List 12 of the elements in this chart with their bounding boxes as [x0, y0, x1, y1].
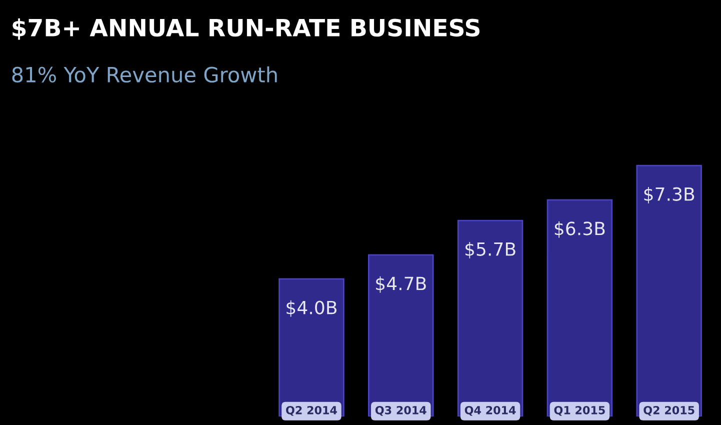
- data-label: $4.7B: [376, 276, 426, 293]
- data-label: $7.3B: [644, 186, 694, 204]
- chart-title: $7B+ ANNUAL RUN-RATE BUSINESS: [12, 18, 480, 40]
- x-tick-label: Q3 2014: [375, 406, 426, 416]
- x-tick-label: Q2 2014: [286, 406, 337, 416]
- data-label: $5.7B: [465, 242, 516, 258]
- chart-subtitle: 81% YoY Revenue Growth: [12, 66, 277, 83]
- data-label: $4.0B: [286, 300, 336, 317]
- x-tick-label: Q1 2015: [554, 406, 605, 416]
- data-label: $6.3B: [554, 221, 605, 238]
- x-tick-label: Q2 2015: [644, 406, 694, 416]
- x-tick-label: Q4 2014: [464, 406, 516, 416]
